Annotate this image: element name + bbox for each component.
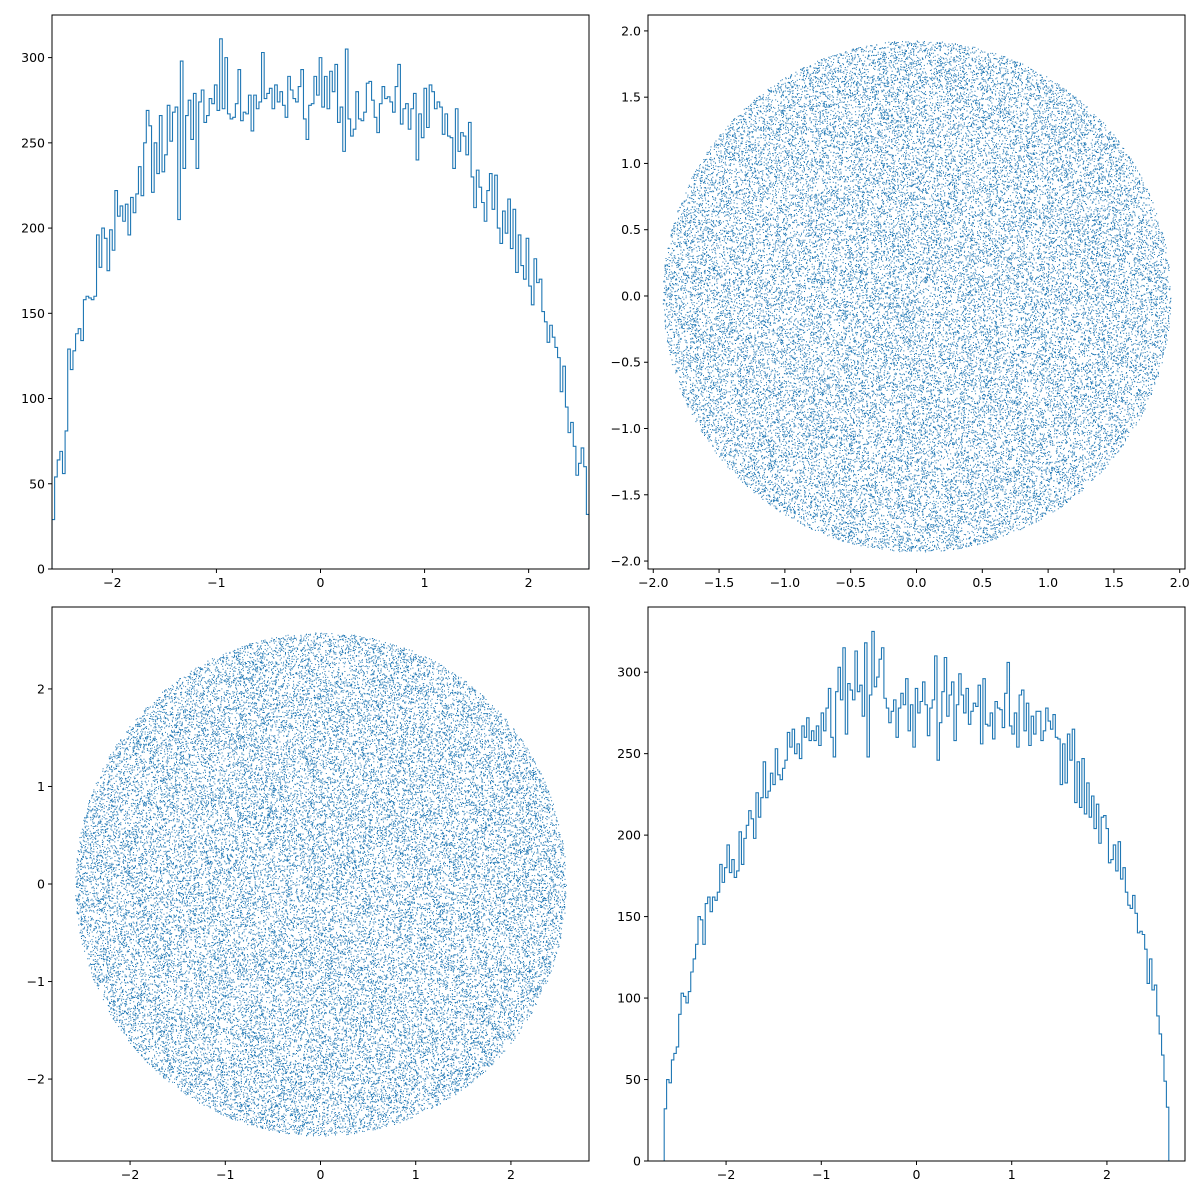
plot-area xyxy=(52,38,589,569)
scatter-points xyxy=(662,40,1172,553)
y-tick-label: 0 xyxy=(37,562,45,577)
y-tick-label: −2 xyxy=(27,1072,45,1087)
x-tick-label: −2.0 xyxy=(638,575,668,590)
axes-frame xyxy=(647,606,1186,1162)
axes-bottom-right-histogram: −2 −1 0 1 2 0 50 100 150 200 250 300 xyxy=(617,606,1186,1182)
y-tick-label: −1 xyxy=(27,974,45,989)
y-tick-label: 1.5 xyxy=(621,90,641,105)
y-tick-label: 2 xyxy=(37,681,45,696)
axes-bottom-left-scatter: −2 −1 0 1 2 −2 −1 0 1 2 xyxy=(27,606,590,1182)
x-tick-label: 2 xyxy=(1103,1167,1111,1182)
y-tick-label: 250 xyxy=(617,746,641,761)
x-tick-label: 1 xyxy=(1008,1167,1016,1182)
y-tick-label: 100 xyxy=(617,991,641,1006)
y-tick-label: 0.0 xyxy=(621,288,641,303)
axes-top-left-histogram: −2 −1 0 1 2 0 50 100 150 200 250 300 xyxy=(21,14,590,590)
y-tick-label: 0 xyxy=(37,877,45,892)
x-tick-label: −1.0 xyxy=(770,575,800,590)
x-tick-label: 0.5 xyxy=(972,575,992,590)
y-tick-label: 200 xyxy=(21,221,45,236)
y-tick-label: 0.5 xyxy=(621,222,641,237)
y-tick-label: 200 xyxy=(617,828,641,843)
x-tick-label: −0.5 xyxy=(836,575,866,590)
y-tick-label: −1.0 xyxy=(611,421,641,436)
x-tick-label: −1 xyxy=(216,1167,234,1182)
y-tick-label: 100 xyxy=(21,391,45,406)
y-tick-label: −0.5 xyxy=(611,355,641,370)
x-tick-label: 0.0 xyxy=(907,575,927,590)
x-tick-label: 0 xyxy=(317,1167,325,1182)
y-tick-label: 50 xyxy=(625,1072,641,1087)
y-tick-label: 1 xyxy=(37,779,45,794)
y-tick-label: 150 xyxy=(21,306,45,321)
y-tick-label: 250 xyxy=(21,135,45,150)
scatter-points xyxy=(75,632,568,1137)
y-tick-label: 300 xyxy=(617,665,641,680)
plot-area xyxy=(75,632,568,1137)
x-tick-label: −2 xyxy=(121,1167,139,1182)
x-tick-label: 0 xyxy=(913,1167,921,1182)
histogram-step-line xyxy=(663,630,1170,1161)
histogram-step-line xyxy=(52,38,589,569)
y-tick-label: 1.0 xyxy=(621,156,641,171)
plot-area xyxy=(662,40,1172,553)
x-tick-label: −2 xyxy=(717,1167,735,1182)
y-tick-label: −2.0 xyxy=(611,554,641,569)
y-tick-label: 150 xyxy=(617,909,641,924)
x-tick-label: 1 xyxy=(421,575,429,590)
axes-top-right-scatter: −2.0 −1.5 −1.0 −0.5 0.0 0.5 1.0 1.5 2.0 −2.0 −1.5 −… xyxy=(611,14,1190,590)
y-tick-label: 50 xyxy=(29,476,45,491)
x-tick-label: 1.0 xyxy=(1038,575,1058,590)
x-tick-label: 1 xyxy=(412,1167,420,1182)
x-tick-label: 2.0 xyxy=(1170,575,1190,590)
y-tick-label: −1.5 xyxy=(611,487,641,502)
x-tick-label: −1 xyxy=(207,575,225,590)
x-tick-label: −1.5 xyxy=(704,575,734,590)
x-tick-label: −1 xyxy=(812,1167,830,1182)
axes-frame xyxy=(51,14,590,570)
x-tick-label: 0 xyxy=(317,575,325,590)
plot-area xyxy=(663,630,1170,1161)
x-tick-label: 2 xyxy=(507,1167,515,1182)
y-tick-label: 0 xyxy=(633,1154,641,1169)
x-tick-label: 2 xyxy=(525,575,533,590)
x-tick-label: 1.5 xyxy=(1104,575,1124,590)
axes-frame xyxy=(51,606,590,1162)
y-tick-label: 300 xyxy=(21,50,45,65)
x-tick-label: −2 xyxy=(103,575,121,590)
y-tick-label: 2.0 xyxy=(621,23,641,38)
